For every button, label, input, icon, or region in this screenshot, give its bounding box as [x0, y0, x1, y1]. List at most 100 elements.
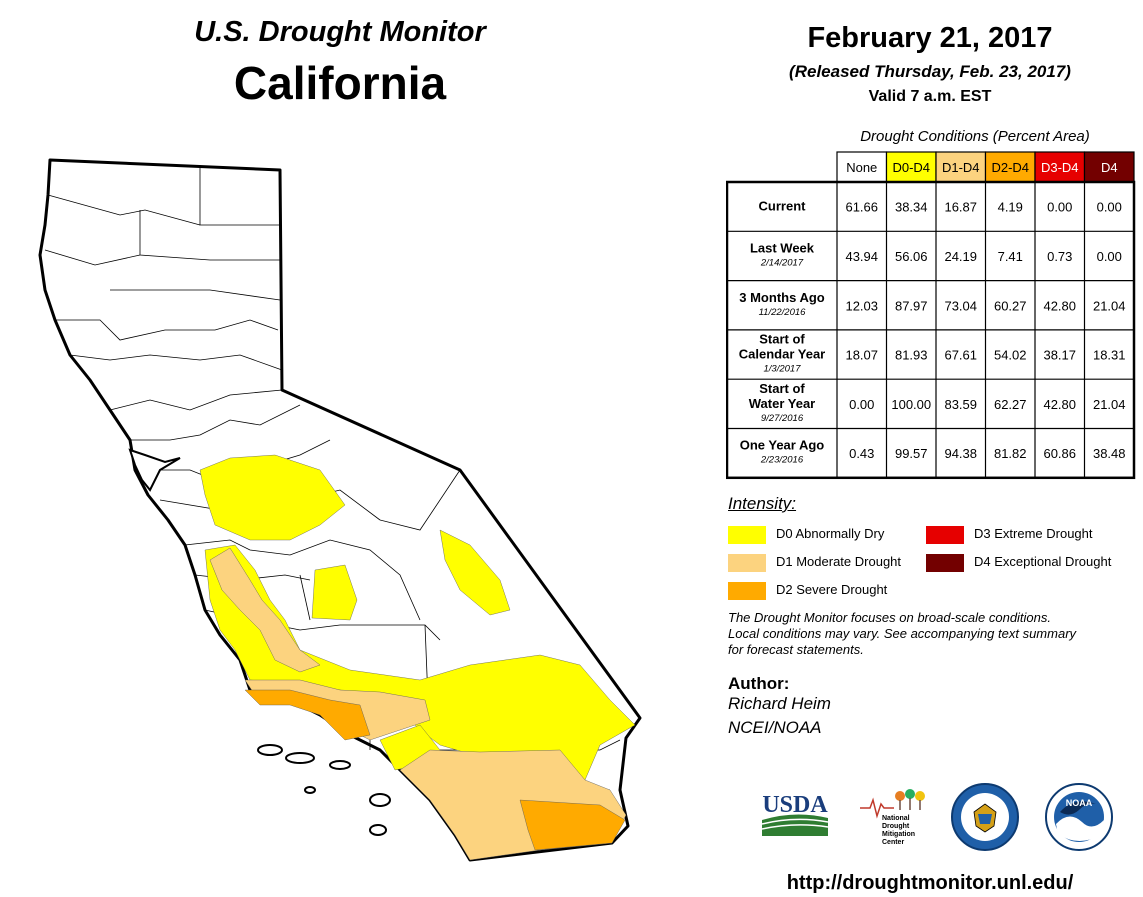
ndmc-logo-line-4: Center — [882, 839, 904, 846]
ndmc-logo-line-3: Mitigation — [882, 831, 915, 838]
legend-label-d0: D0 Abnormally Dry — [776, 526, 885, 541]
table-cell-value: 0.00 — [849, 397, 874, 412]
table-cell-value: 67.61 — [944, 348, 977, 363]
california-drought-map — [38, 158, 642, 862]
table-cell-value: 83.59 — [944, 397, 977, 412]
table-cell-value: 94.38 — [944, 446, 977, 461]
table-row-label: Last Week — [750, 240, 815, 255]
ndmc-logo-line-2: Drought — [882, 823, 910, 830]
table-header-cell — [984, 151, 1036, 183]
note-line-2: Local conditions may vary. See accompany… — [728, 626, 1077, 641]
legend-label-d3: D3 Extreme Drought — [974, 526, 1093, 541]
table-row-label: Calendar Year — [739, 347, 825, 362]
table-cell-value: 38.17 — [1043, 348, 1076, 363]
table-header-label: None — [846, 160, 877, 175]
legend-swatch-d4 — [926, 553, 964, 572]
table-cell-value: 7.41 — [998, 249, 1023, 264]
table-cell-value: 18.31 — [1093, 348, 1126, 363]
table-cell-value: 62.27 — [994, 397, 1027, 412]
release-date: (Released Thursday, Feb. 23, 2017) — [789, 62, 1071, 81]
region-title: California — [233, 57, 447, 109]
table-cell-value: 38.48 — [1093, 446, 1126, 461]
table-cell-value: 0.00 — [1047, 200, 1072, 215]
san-francisco-bay — [128, 448, 181, 492]
legend-label-d1: D1 Moderate Drought — [776, 554, 902, 569]
commerce-seal — [951, 783, 1019, 851]
legend-label-d4: D4 Exceptional Drought — [974, 554, 1112, 569]
note-line-3: for forecast statements. — [728, 642, 864, 657]
d0-areas — [199, 454, 636, 781]
usda-logo: USDA — [761, 792, 828, 836]
noaa-logo-text: NOAA — [1066, 798, 1093, 808]
table-cell-value: 60.27 — [994, 298, 1027, 313]
table-row-label: Water Year — [749, 396, 816, 411]
author-organization: NCEI/NOAA — [728, 718, 822, 737]
table-header-label: D4 — [1101, 160, 1118, 175]
valid-time: Valid 7 a.m. EST — [868, 88, 992, 105]
table-row-label: Start of — [759, 332, 805, 347]
d0-sierra-foothills — [199, 454, 346, 541]
noaa-logo: NOAA — [1045, 783, 1113, 851]
table-header-label: D1-D4 — [942, 160, 980, 175]
legend-item-d3: D3 Extreme Drought — [926, 524, 1093, 544]
legend-item-d2: D2 Severe Drought — [728, 580, 887, 600]
table-header-cell — [885, 151, 937, 183]
table-header-label: D0-D4 — [892, 160, 930, 175]
legend-label-d2: D2 Severe Drought — [776, 582, 888, 597]
drought-conditions-table: None D0-D4 D1-D4 D2-D4 D3-D4 D4 Current 61.66 38… — [726, 151, 1136, 480]
d2-areas — [244, 689, 626, 851]
note-line-1: The Drought Monitor focuses on broad-sca… — [728, 610, 1052, 625]
table-cell-value: 0.00 — [1097, 200, 1122, 215]
usda-logo-text: USDA — [762, 792, 828, 818]
d2-san-diego — [519, 799, 626, 851]
table-cell-value: 60.86 — [1043, 446, 1076, 461]
map-date: February 21, 2017 — [807, 22, 1053, 54]
legend-item-d1: D1 Moderate Drought — [728, 552, 901, 572]
table-header-cell — [1083, 151, 1135, 183]
legend-swatch-d3 — [926, 525, 964, 544]
table-cell-value: 56.06 — [895, 249, 928, 264]
author-name: Richard Heim — [728, 694, 831, 713]
table-cell-value: 21.04 — [1093, 397, 1126, 412]
table-row-label: Current — [759, 199, 807, 214]
legend-swatch-d1 — [728, 553, 766, 572]
table-cell-value: 21.04 — [1093, 298, 1126, 313]
ndmc-logo-line-1: National — [882, 815, 910, 822]
table-cell-value: 0.73 — [1047, 249, 1072, 264]
d2-santa-barbara — [244, 689, 371, 741]
table-row-date: 1/3/2017 — [764, 364, 802, 375]
legend-swatch-d0 — [728, 525, 766, 544]
table-cell-value: 0.43 — [849, 446, 874, 461]
legend-swatch-d2 — [728, 581, 766, 600]
table-cell-value: 43.94 — [845, 249, 878, 264]
website-url[interactable]: http://droughtmonitor.unl.edu/ — [786, 872, 1074, 894]
d0-east — [439, 529, 511, 616]
table-row-label: Start of — [759, 381, 805, 396]
table-cell-value: 4.19 — [998, 200, 1023, 215]
legend-title: Intensity: — [728, 494, 797, 513]
table-cell-value: 99.57 — [895, 446, 928, 461]
table-cell-value: 16.87 — [944, 200, 977, 215]
table-row-date: 9/27/2016 — [761, 413, 804, 424]
table-cell-value: 42.80 — [1043, 298, 1076, 313]
table-header-label: D3-D4 — [1041, 160, 1079, 175]
table-cell-value: 42.80 — [1043, 397, 1076, 412]
table-cell-value: 81.82 — [994, 446, 1027, 461]
table-cell-value: 38.34 — [895, 200, 928, 215]
table-row-label: One Year Ago — [740, 438, 825, 453]
table-cell-value: 54.02 — [994, 348, 1027, 363]
table-row-date: 2/23/2016 — [760, 455, 804, 466]
map-title: U.S. Drought Monitor — [194, 16, 486, 48]
table-cell-value: 100.00 — [891, 397, 931, 412]
d0-valley — [311, 564, 358, 621]
d1-central-coast — [209, 547, 321, 673]
table-header-label: D2-D4 — [991, 160, 1029, 175]
table-row-date: 2/14/2017 — [760, 257, 804, 268]
table-cell-value: 12.03 — [845, 298, 878, 313]
author-heading: Author: — [728, 674, 790, 693]
table-header-cell — [935, 151, 987, 183]
ndmc-logo: National Drought Mitigation Center — [860, 789, 925, 846]
table-cell-value: 24.19 — [944, 249, 977, 264]
table-cell-value: 0.00 — [1097, 249, 1122, 264]
table-cell-value: 61.66 — [845, 200, 878, 215]
